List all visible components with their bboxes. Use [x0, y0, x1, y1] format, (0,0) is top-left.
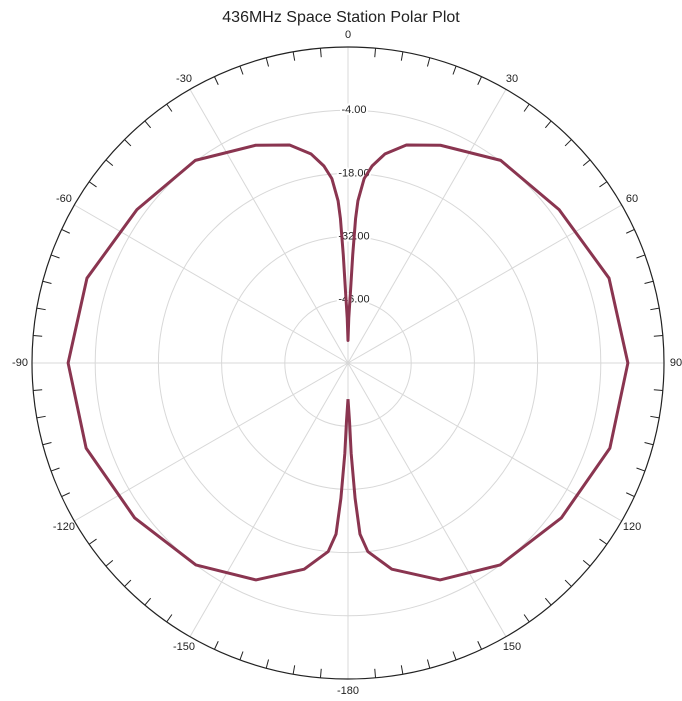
- theta-tick-label: 120: [623, 521, 641, 533]
- chart-title: 436MHz Space Station Polar Plot: [222, 9, 460, 26]
- minor-tick: [319, 668, 322, 678]
- grid-spoke: [347, 362, 507, 637]
- minor-tick: [626, 492, 635, 498]
- theta-tick-label: 30: [506, 73, 518, 85]
- minor-tick: [477, 76, 483, 85]
- r-tick-label: -4.00: [341, 104, 366, 116]
- minor-tick: [374, 48, 377, 58]
- minor-tick: [564, 139, 572, 147]
- theta-tick-label: 0: [345, 29, 351, 41]
- minor-tick: [564, 579, 572, 587]
- grid-spoke: [347, 362, 622, 522]
- minor-tick: [105, 559, 114, 567]
- minor-tick: [374, 668, 377, 678]
- minor-tick: [50, 467, 60, 472]
- minor-tick: [50, 254, 60, 259]
- minor-tick: [636, 467, 646, 472]
- minor-tick: [144, 597, 152, 606]
- minor-tick: [124, 579, 132, 587]
- grid-spoke: [74, 204, 349, 364]
- minor-tick: [88, 538, 97, 545]
- r-tick-label: -46.00: [338, 294, 369, 306]
- minor-tick: [33, 334, 43, 337]
- minor-tick: [452, 65, 457, 75]
- minor-tick: [400, 51, 404, 61]
- minor-tick: [265, 57, 270, 67]
- minor-tick: [599, 538, 608, 545]
- minor-tick: [319, 48, 322, 58]
- grid-spoke: [347, 89, 507, 364]
- grid-spoke: [347, 204, 622, 364]
- minor-tick: [477, 641, 483, 650]
- minor-tick: [653, 389, 663, 392]
- grid-spoke: [74, 362, 349, 522]
- minor-tick: [36, 307, 46, 311]
- minor-tick: [544, 597, 552, 606]
- minor-tick: [292, 51, 296, 61]
- minor-tick: [544, 120, 552, 129]
- minor-tick: [636, 254, 646, 259]
- minor-tick: [42, 441, 52, 446]
- minor-tick: [626, 228, 635, 234]
- minor-tick: [426, 57, 431, 67]
- theta-tick-label: 150: [503, 641, 521, 653]
- minor-tick: [523, 103, 530, 112]
- minor-tick: [213, 641, 219, 650]
- minor-tick: [644, 441, 654, 446]
- minor-tick: [523, 614, 530, 623]
- minor-tick: [88, 181, 97, 188]
- minor-tick: [61, 228, 70, 234]
- outer-axis: [31, 46, 665, 680]
- theta-tick-label: -30: [176, 73, 192, 85]
- minor-tick: [213, 76, 219, 85]
- pattern-line: [66, 143, 630, 582]
- minor-tick: [124, 139, 132, 147]
- theta-tick-label: 60: [626, 193, 638, 205]
- minor-tick: [599, 181, 608, 188]
- minor-tick: [166, 103, 173, 112]
- minor-tick: [582, 559, 591, 567]
- minor-tick: [144, 120, 152, 129]
- minor-tick: [265, 659, 270, 669]
- theta-tick-label: -120: [53, 521, 75, 533]
- minor-tick: [650, 415, 660, 419]
- minor-tick: [36, 415, 46, 419]
- minor-tick: [426, 659, 431, 669]
- minor-tick: [166, 614, 173, 623]
- minor-tick: [452, 651, 457, 661]
- grid-spoke: [189, 362, 349, 637]
- theta-tick-label: -180: [337, 685, 359, 697]
- minor-tick: [400, 665, 404, 675]
- minor-tick: [292, 665, 296, 675]
- minor-tick: [105, 159, 114, 167]
- theta-tick-label: -90: [12, 357, 28, 369]
- theta-tick-label: -150: [173, 641, 195, 653]
- minor-tick: [653, 334, 663, 337]
- minor-tick: [33, 389, 43, 392]
- minor-tick: [650, 307, 660, 311]
- grid-spoke: [189, 89, 349, 364]
- minor-tick: [582, 159, 591, 167]
- r-tick-label: -18.00: [338, 167, 369, 179]
- minor-tick: [42, 280, 52, 285]
- minor-tick: [239, 651, 244, 661]
- minor-tick: [61, 492, 70, 498]
- minor-tick: [644, 280, 654, 285]
- minor-tick: [239, 65, 244, 75]
- theta-tick-label: -60: [56, 193, 72, 205]
- theta-tick-label: 90: [670, 357, 682, 369]
